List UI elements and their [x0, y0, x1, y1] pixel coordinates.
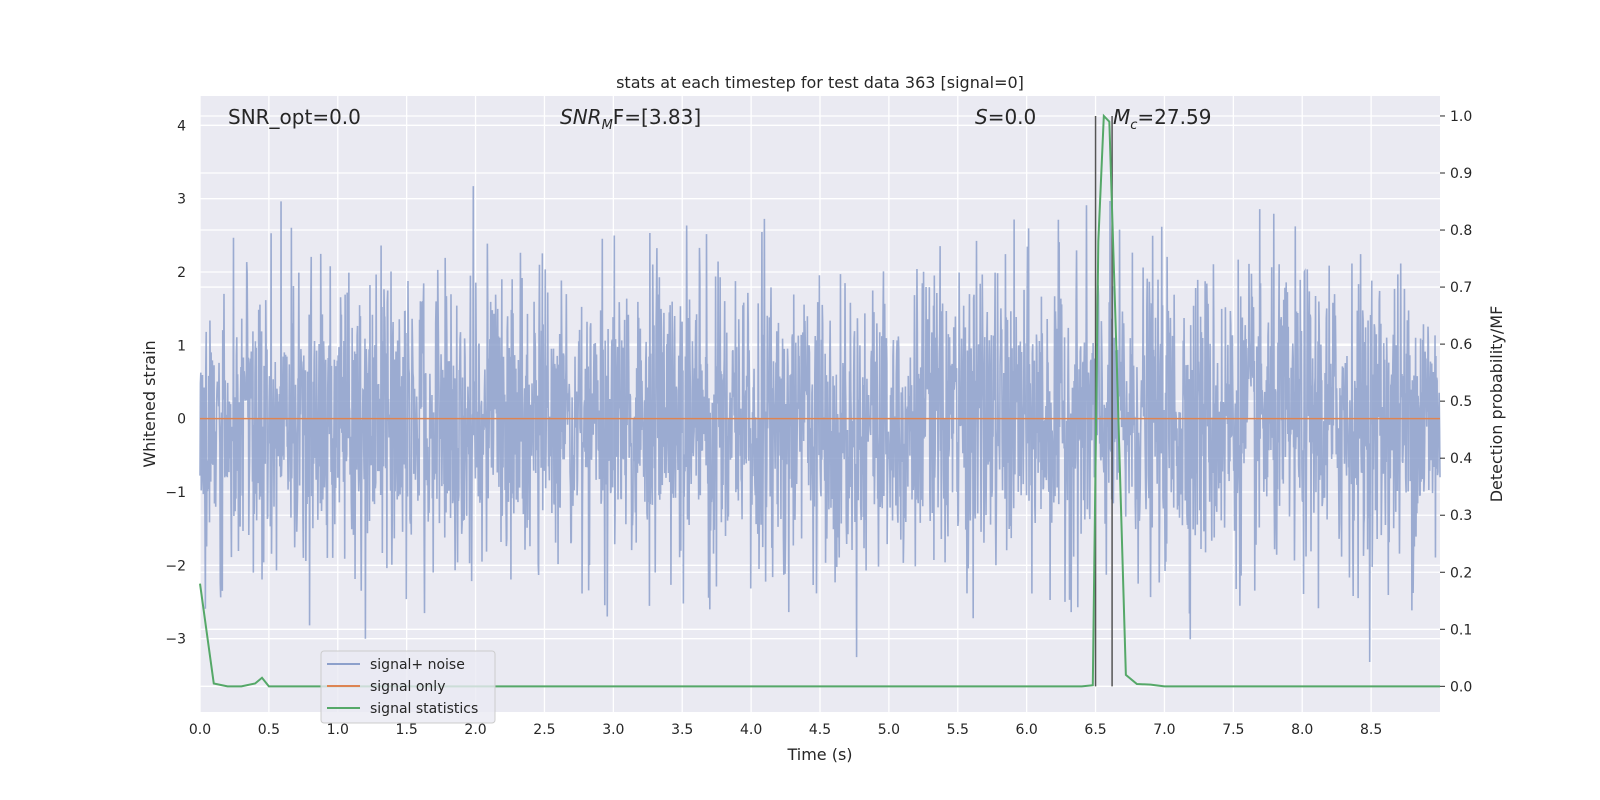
y-right-tick-label: 0.0	[1450, 679, 1472, 695]
annotation-mc: Mc=27.59	[1113, 105, 1211, 133]
chart-title: stats at each timestep for test data 363…	[616, 73, 1024, 92]
x-tick-label: 5.0	[878, 722, 900, 738]
legend-label-signal-only: signal only	[370, 679, 445, 695]
legend: signal+ noise signal only signal statist…	[320, 650, 496, 724]
x-tick-label: 3.0	[602, 722, 624, 738]
legend-label-noise: signal+ noise	[370, 657, 465, 673]
y-axis-label-left: Whitened strain	[140, 340, 159, 467]
y-right-tick-label: 0.4	[1450, 451, 1472, 467]
y-right-tick-label: 0.1	[1450, 622, 1472, 638]
annotation-snr-opt: SNR_opt=0.0	[228, 105, 361, 129]
y-left-tick-label: −3	[165, 632, 186, 648]
x-tick-label: 3.5	[671, 722, 693, 738]
y-right-tick-label: 0.9	[1450, 166, 1472, 182]
x-tick-label: 6.5	[1084, 722, 1106, 738]
y-left-tick-label: 2	[177, 265, 186, 281]
y-right-tick-label: 0.3	[1450, 508, 1472, 524]
y-left-tick-label: 1	[177, 338, 186, 354]
x-tick-label: 8.5	[1360, 722, 1382, 738]
y-left-tick-label: 3	[177, 192, 186, 208]
y-left-tick-label: 4	[177, 118, 186, 134]
y-left-tick-label: −1	[165, 485, 186, 501]
x-tick-label: 7.0	[1153, 722, 1175, 738]
x-tick-label: 4.0	[740, 722, 762, 738]
x-tick-label: 0.0	[189, 722, 211, 738]
y-right-tick-label: 0.2	[1450, 565, 1472, 581]
y-left-tick-label: 0	[177, 412, 186, 428]
signal-statistics-line	[199, 113, 1440, 688]
lines-group	[199, 113, 1440, 688]
annotation-s: S=0.0	[975, 105, 1036, 129]
y-right-tick-label: 1.0	[1450, 109, 1472, 125]
y-right-tick-label: 0.7	[1450, 280, 1472, 296]
x-tick-label: 1.0	[327, 722, 349, 738]
x-tick-label: 5.5	[947, 722, 969, 738]
noise-line	[199, 186, 1441, 663]
x-tick-label: 8.0	[1291, 722, 1313, 738]
x-tick-label: 1.5	[396, 722, 418, 738]
x-tick-label: 6.0	[1016, 722, 1038, 738]
legend-box	[320, 650, 496, 724]
y-axis-label-right: Detection probability/MF	[1487, 306, 1506, 503]
y-left-tick-label: −2	[165, 558, 186, 574]
noise-series	[199, 186, 1441, 663]
annotation-snr-mf: SNRMF=[3.83]	[560, 105, 701, 133]
legend-label-statistics: signal statistics	[370, 701, 478, 717]
x-tick-label: 0.5	[258, 722, 280, 738]
y-right-tick-label: 0.8	[1450, 223, 1472, 239]
y-right-tick-label: 0.6	[1450, 337, 1472, 353]
ticks-group: 0.0 0.5 1.0 1.5 2.0 2.5 3.0 3.5 4.0 4.5 5.0 5.5 6.0 6…	[165, 109, 1472, 738]
x-tick-label: 2.0	[464, 722, 486, 738]
y-right-tick-label: 0.5	[1450, 394, 1472, 410]
x-tick-label: 7.5	[1222, 722, 1244, 738]
x-tick-label: 4.5	[809, 722, 831, 738]
x-tick-label: 2.5	[533, 722, 555, 738]
x-axis-label: Time (s)	[786, 745, 852, 764]
